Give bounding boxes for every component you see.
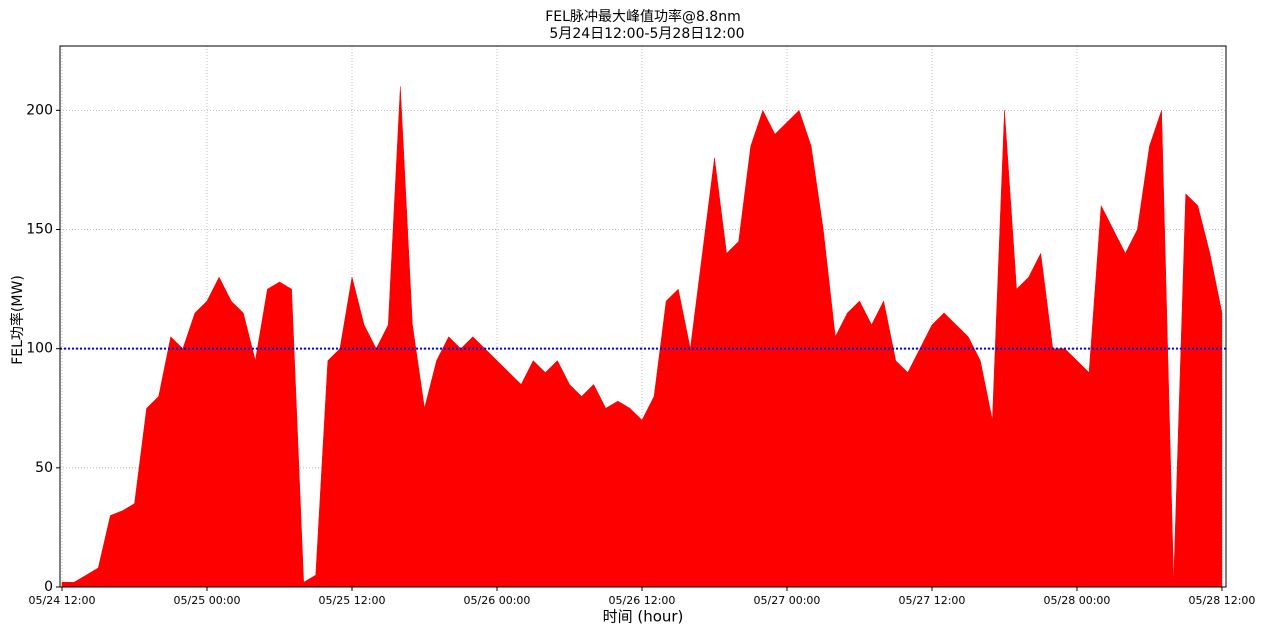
- area: [61, 86, 1223, 588]
- y-tick-label: 100: [26, 341, 53, 357]
- x-tick-label: 05/28 00:00: [1044, 594, 1111, 607]
- y-tick-label: 50: [35, 460, 53, 476]
- y-tick-label: 0: [44, 579, 53, 595]
- y-tick-label: 200: [26, 102, 53, 118]
- x-tick-label: 05/27 00:00: [754, 594, 821, 607]
- x-tick-label: 05/28 12:00: [1189, 594, 1256, 607]
- plot-frame: [59, 45, 1227, 588]
- y-axis-label: FEL功率(MW): [9, 275, 26, 365]
- y-tick-label: 150: [26, 222, 53, 238]
- x-axis-label: 时间 (hour): [603, 608, 684, 626]
- x-tick-label: 05/25 00:00: [174, 594, 241, 607]
- x-tick-label: 05/25 12:00: [319, 594, 386, 607]
- x-tick-label: 05/27 12:00: [899, 594, 966, 607]
- x-tick-label: 05/26 12:00: [609, 594, 676, 607]
- x-tick-label: 05/26 00:00: [464, 594, 531, 607]
- x-tick-label: 05/24 12:00: [29, 594, 96, 607]
- chart-subtitle: 5月24日12:00-5月28日12:00: [549, 26, 744, 42]
- chart-title: FEL脉冲最大峰值功率@8.8nm: [545, 8, 740, 25]
